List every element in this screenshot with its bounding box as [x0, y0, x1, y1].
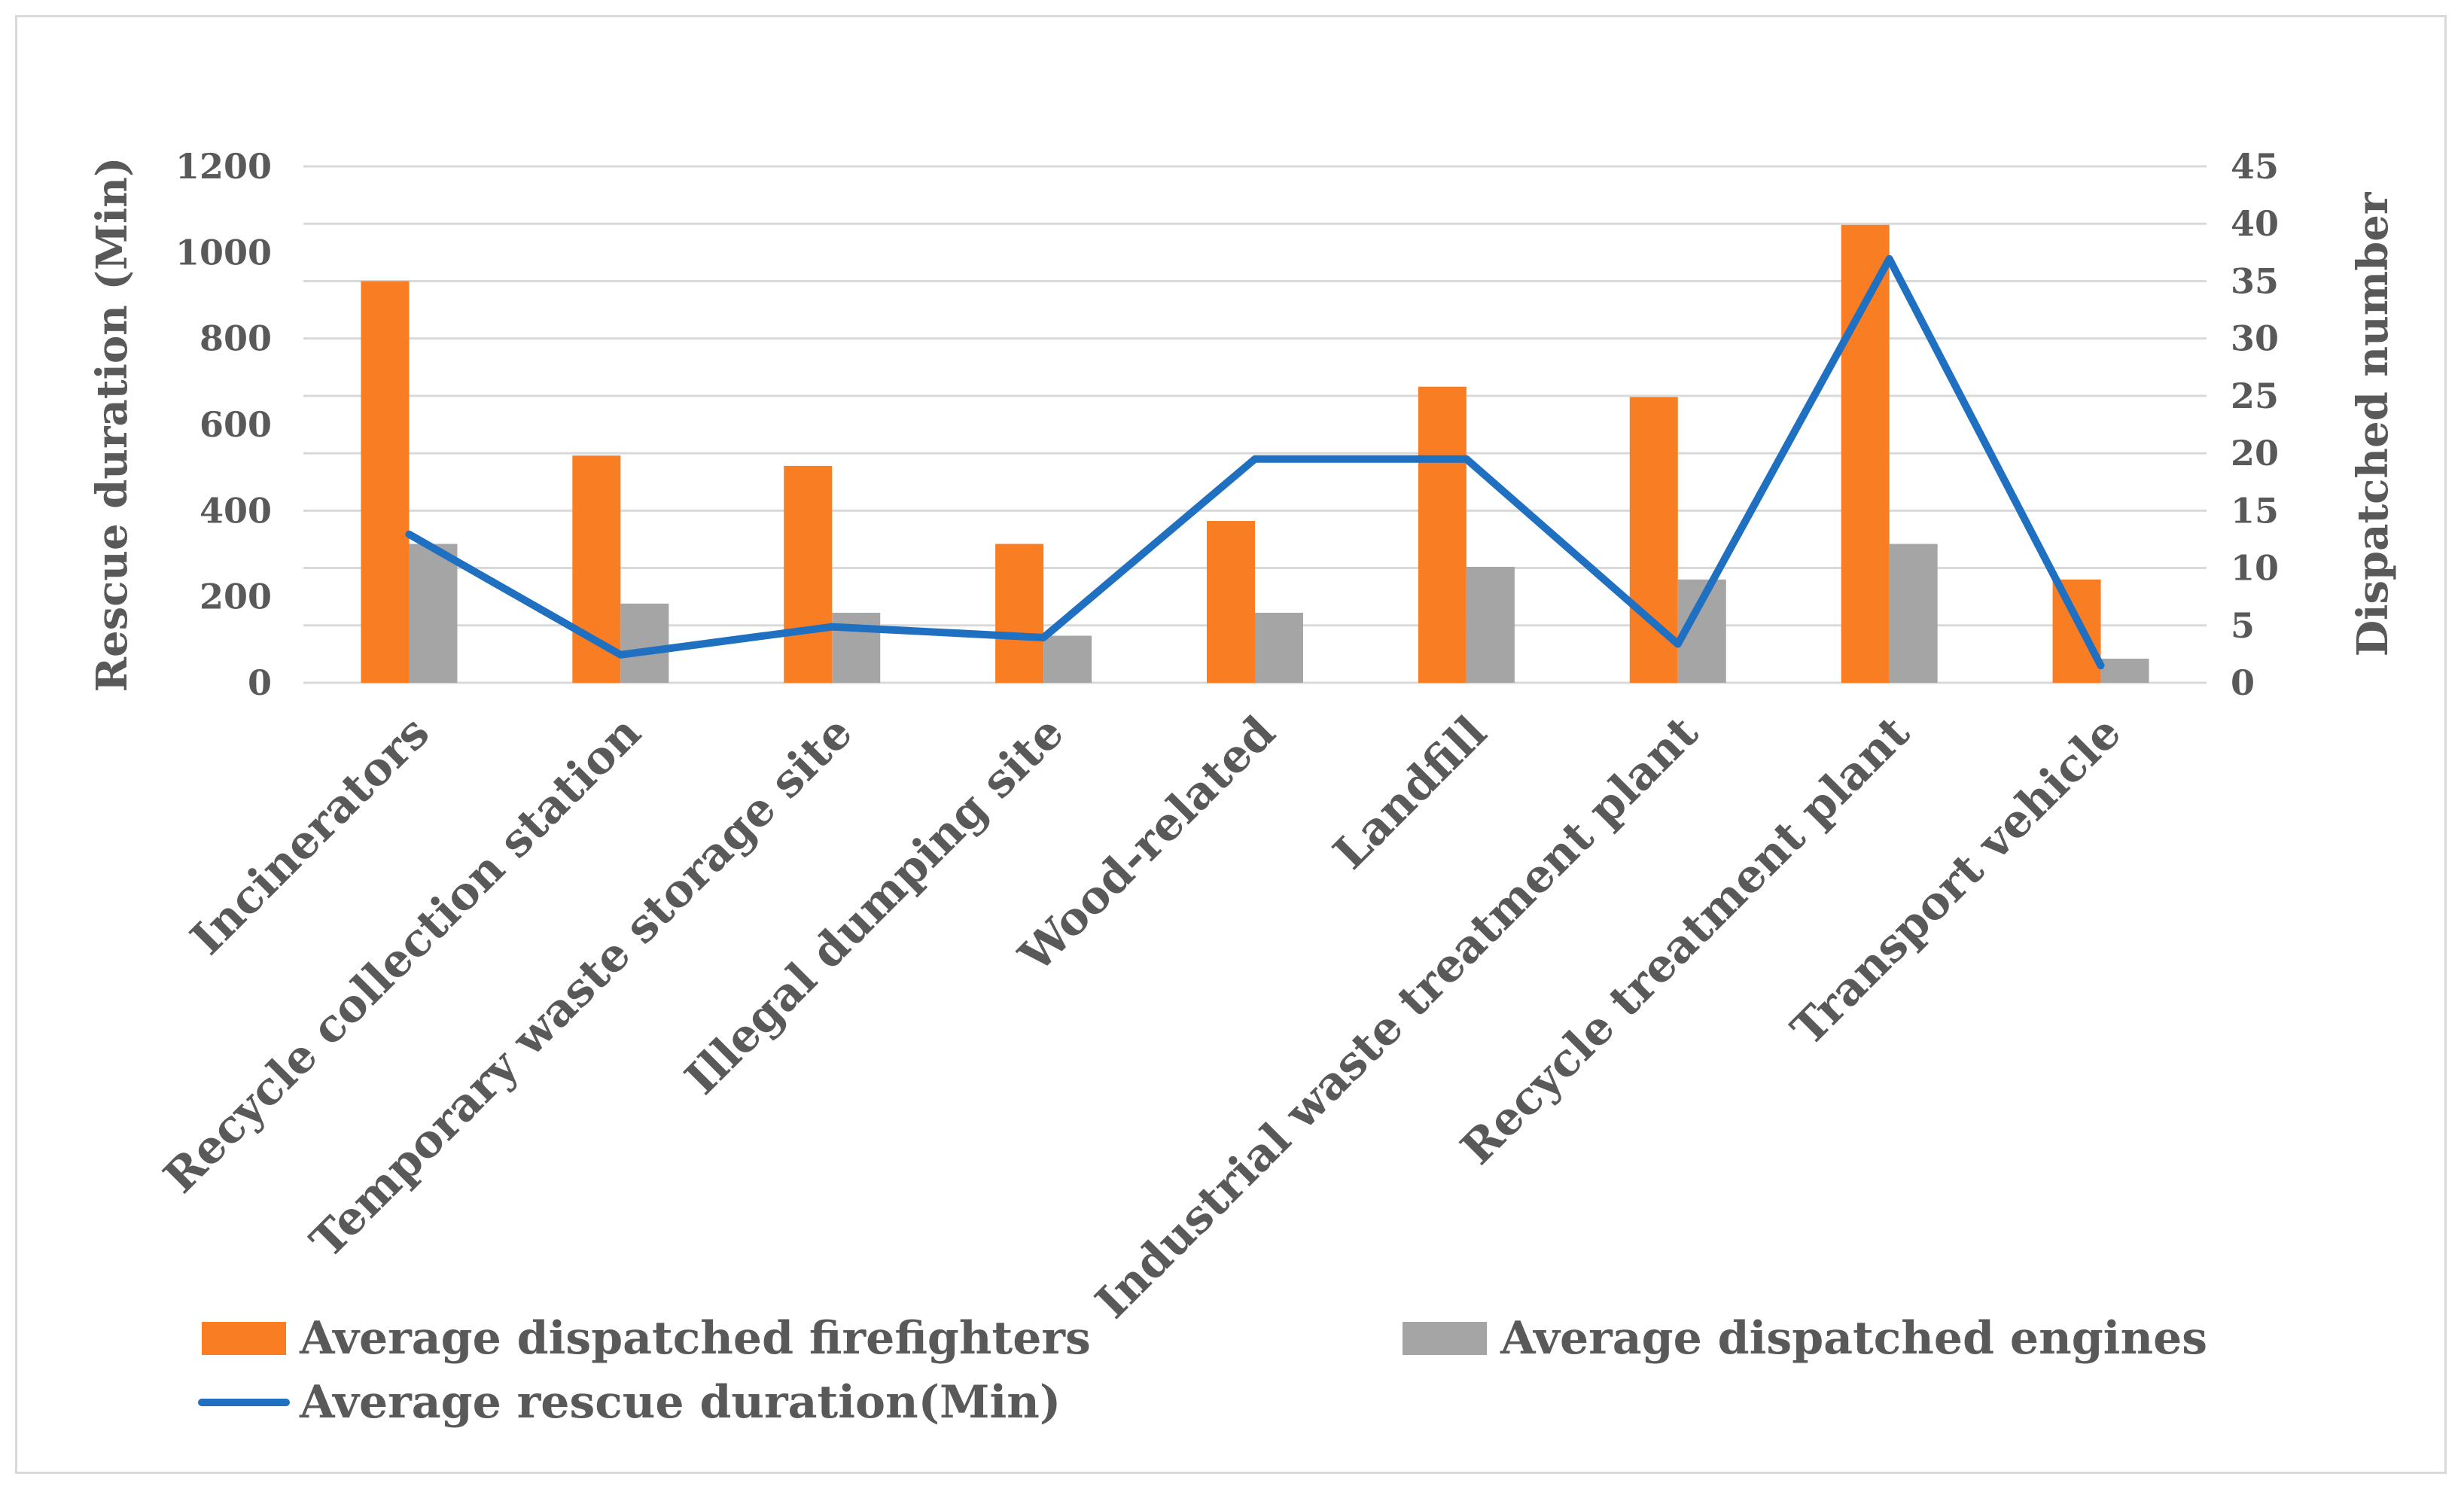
line-rescue-duration: [405, 254, 2105, 670]
right-tick-label: 15: [2231, 490, 2279, 531]
legend-item: Average dispatched engines: [1403, 1312, 2207, 1365]
bar-engines: [1255, 613, 1303, 683]
right-tick-label: 45: [2231, 146, 2279, 187]
left-tick-label: 200: [199, 577, 272, 617]
right-tick-label: 5: [2231, 605, 2255, 646]
left-tick-label: 800: [199, 318, 272, 359]
legend-label: Average dispatched engines: [1500, 1312, 2207, 1365]
bar-firefighters: [1207, 521, 1255, 683]
line-series: [405, 254, 2105, 670]
bar-engines: [1466, 567, 1515, 683]
bar-engines: [2100, 658, 2149, 683]
category-label: Recycle treatment plant: [1451, 706, 1920, 1175]
right-tick-label: 10: [2231, 548, 2279, 589]
combo-chart: 0 200 400 600 800 1000 1200 0 5 10 15 20 25 30 35 40 45 R…: [87, 146, 2398, 1429]
right-tick-label: 30: [2231, 318, 2279, 359]
category-label: Landfill: [1323, 706, 1497, 879]
right-tick-label: 20: [2231, 433, 2279, 473]
left-tick-label: 600: [199, 404, 272, 445]
bar-firefighters: [361, 281, 410, 683]
bar-engines: [620, 603, 669, 683]
right-tick-label: 0: [2231, 662, 2255, 703]
bar-firefighters: [1841, 224, 1890, 683]
category-label: Illegal dumping site: [675, 706, 1074, 1105]
bar-firefighters: [2052, 579, 2101, 683]
bars: [361, 224, 2149, 683]
legend-label: Average dispatched firefighters: [299, 1312, 1091, 1365]
right-axis-title: Dispatched number: [2348, 191, 2398, 656]
right-tick-label: 25: [2231, 376, 2279, 416]
left-tick-label: 400: [199, 490, 272, 531]
bar-engines: [1889, 544, 1938, 683]
bar-engines: [409, 544, 458, 683]
left-tick-label: 1000: [175, 232, 272, 273]
legend-item: Average rescue duration(Min): [198, 1376, 1061, 1429]
legend-item: Average dispatched firefighters: [202, 1312, 1091, 1365]
bar-firefighters: [1418, 386, 1467, 683]
bar-engines: [832, 613, 881, 683]
left-axis-title: Rescue duration (Min): [87, 157, 137, 693]
legend: Average dispatched firefighters Average d…: [198, 1312, 2207, 1429]
bar-engines: [1043, 635, 1092, 683]
axes: 0 200 400 600 800 1000 1200 0 5 10 15 20 25 30 35 40 45 R…: [87, 146, 2398, 1329]
bar-firefighters: [995, 544, 1044, 683]
chart-frame: 0 200 400 600 800 1000 1200 0 5 10 15 20 25 30 35 40 45 R…: [15, 15, 2447, 1474]
legend-label: Average rescue duration(Min): [299, 1376, 1061, 1429]
legend-swatch: [1403, 1322, 1487, 1355]
legend-swatch: [202, 1322, 286, 1355]
left-tick-label: 1200: [175, 146, 272, 187]
right-tick-label: 40: [2231, 203, 2279, 244]
bar-firefighters: [784, 465, 833, 683]
right-tick-label: 35: [2231, 260, 2279, 301]
left-tick-label: 0: [248, 662, 272, 703]
